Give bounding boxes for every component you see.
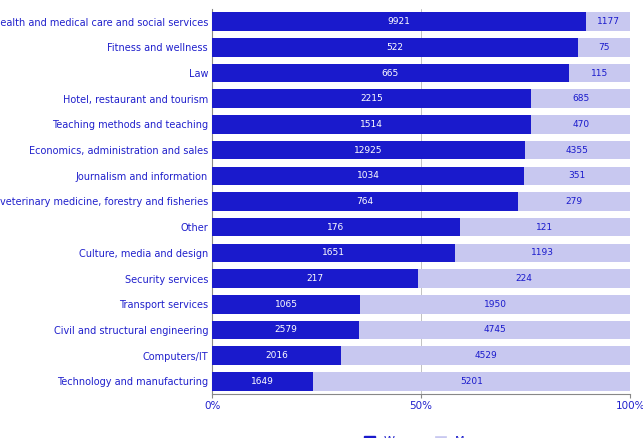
Bar <box>212 12 586 31</box>
Bar <box>518 192 630 211</box>
Bar <box>212 295 360 314</box>
Text: 1065: 1065 <box>275 300 298 309</box>
Text: 1651: 1651 <box>322 248 345 258</box>
Bar <box>212 321 359 339</box>
Text: 176: 176 <box>327 223 345 232</box>
Text: 4745: 4745 <box>484 325 506 335</box>
Bar <box>212 269 418 288</box>
Text: 685: 685 <box>572 94 590 103</box>
Text: 764: 764 <box>357 197 374 206</box>
Bar <box>212 192 518 211</box>
Bar <box>212 244 455 262</box>
Text: 75: 75 <box>598 43 610 52</box>
Text: 1193: 1193 <box>531 248 554 258</box>
Text: 1514: 1514 <box>360 120 383 129</box>
Bar <box>341 346 630 365</box>
Text: 470: 470 <box>572 120 589 129</box>
Bar <box>586 12 630 31</box>
Bar <box>360 295 630 314</box>
Bar <box>359 321 630 339</box>
Bar <box>212 141 525 159</box>
Text: 4355: 4355 <box>566 145 589 155</box>
Text: 9921: 9921 <box>388 17 410 26</box>
Text: 5201: 5201 <box>460 377 483 386</box>
Bar <box>531 115 630 134</box>
Bar <box>212 64 568 82</box>
Text: 115: 115 <box>591 68 608 78</box>
Text: 2215: 2215 <box>361 94 383 103</box>
Bar <box>531 89 630 108</box>
Bar <box>460 218 630 237</box>
Bar <box>568 64 630 82</box>
Bar <box>212 89 531 108</box>
Text: 1950: 1950 <box>484 300 507 309</box>
Bar <box>577 38 630 57</box>
Bar <box>212 218 460 237</box>
Text: 1034: 1034 <box>357 171 379 180</box>
Text: 121: 121 <box>536 223 554 232</box>
Text: 217: 217 <box>307 274 323 283</box>
Bar <box>212 166 524 185</box>
Text: 351: 351 <box>568 171 586 180</box>
Bar <box>212 346 341 365</box>
Text: 2016: 2016 <box>265 351 288 360</box>
Bar <box>212 38 577 57</box>
Text: 12925: 12925 <box>354 145 383 155</box>
Text: 279: 279 <box>566 197 583 206</box>
Bar <box>312 372 630 391</box>
Bar <box>418 269 630 288</box>
Text: 1177: 1177 <box>597 17 619 26</box>
Bar <box>212 115 531 134</box>
Bar <box>212 372 312 391</box>
Text: 665: 665 <box>382 68 399 78</box>
Text: 4529: 4529 <box>474 351 497 360</box>
Bar <box>524 166 630 185</box>
Legend: Women, Men: Women, Men <box>359 431 483 438</box>
Text: 2579: 2579 <box>275 325 297 335</box>
Text: 1649: 1649 <box>251 377 274 386</box>
Bar <box>525 141 630 159</box>
Bar <box>455 244 630 262</box>
Text: 522: 522 <box>386 43 403 52</box>
Text: 224: 224 <box>516 274 532 283</box>
